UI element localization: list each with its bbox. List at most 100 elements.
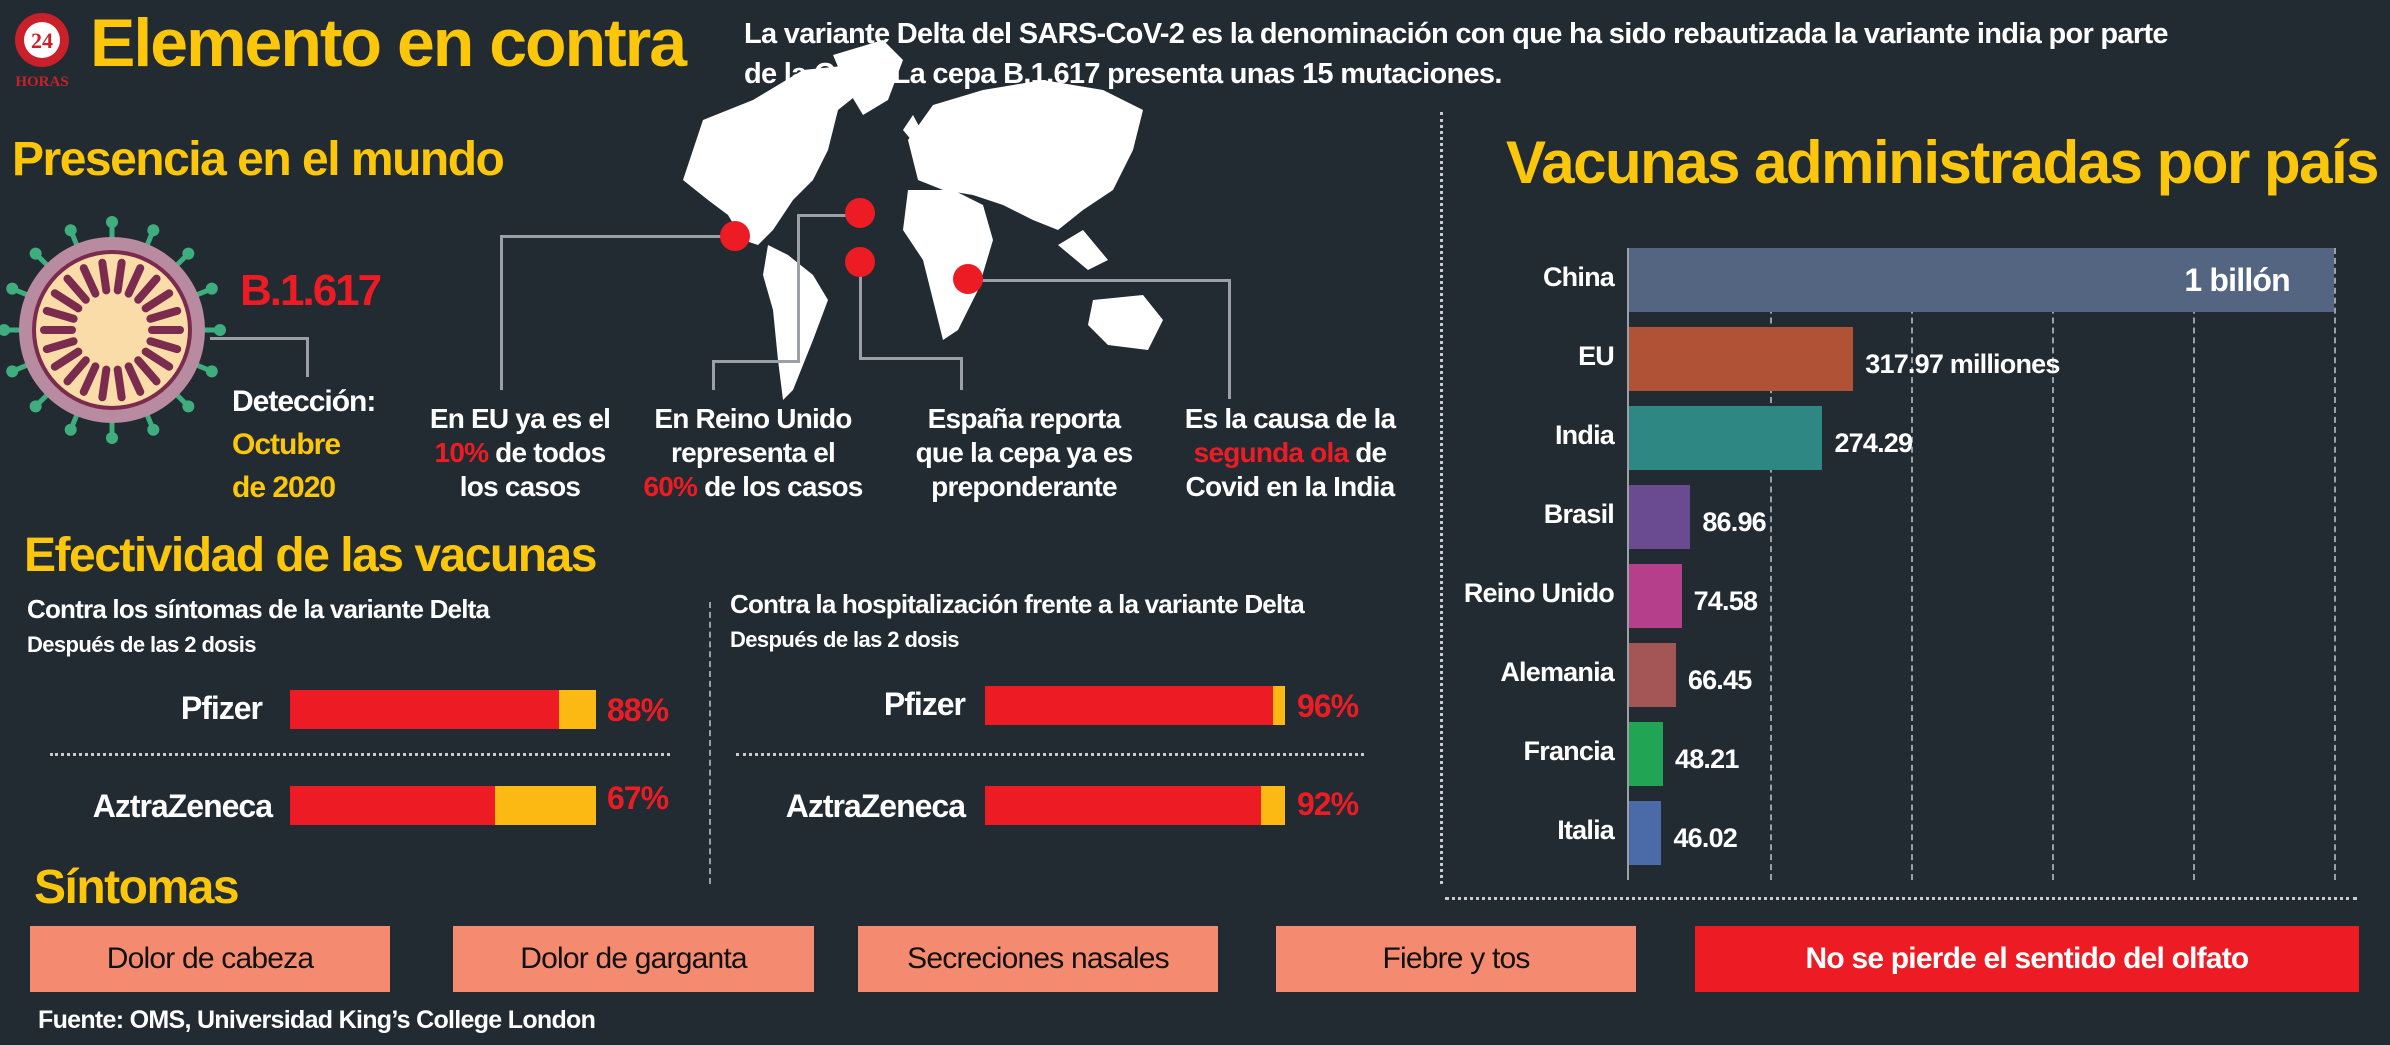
value-label: 66.45	[1687, 665, 1752, 695]
caption-text: de todos	[488, 437, 606, 468]
svg-text:24: 24	[31, 28, 53, 53]
gridline	[2052, 248, 2055, 880]
bar-china	[1629, 248, 2335, 312]
caption-text: Covid en la India	[1185, 471, 1396, 502]
world-map	[663, 30, 1204, 411]
location-dot-usa	[720, 221, 750, 251]
variant-name: B.1.617	[240, 266, 382, 315]
caption-text: Es la causa de la	[1184, 403, 1396, 434]
location-dot-uk	[845, 198, 875, 228]
connector-line	[712, 360, 715, 390]
connector-line	[306, 337, 309, 377]
bar-italia	[1629, 801, 1662, 865]
category-label: China	[1542, 262, 1615, 292]
presence-title: Presencia en el mundo	[12, 133, 505, 186]
virus-icon	[0, 216, 226, 444]
category-label: Alemania	[1500, 657, 1614, 687]
detection-date: de 2020	[232, 471, 336, 504]
caption-text: de	[1348, 437, 1387, 468]
effectiveness-value: 67%	[607, 780, 669, 816]
connector-line	[500, 235, 735, 238]
caption-text: que la cepa ya es	[915, 437, 1134, 468]
bar-brasil	[1629, 485, 1691, 549]
caption-usa: En EU ya es el 10% de todos los casos	[405, 402, 635, 504]
symptom-highlight-box: No se pierde el sentido del olfato	[1695, 926, 2359, 992]
horizontal-divider	[1445, 897, 2357, 900]
description: La variante Delta del SARS-CoV-2 es la d…	[744, 14, 2169, 94]
category-label: Francia	[1523, 736, 1615, 766]
connector-line	[500, 235, 503, 390]
gridline	[2334, 248, 2337, 880]
vaccine-name: AztraZeneca	[785, 788, 966, 824]
caption-text: España reporta	[927, 403, 1121, 434]
left-note: Después de las 2 dosis	[27, 632, 257, 657]
right-subtitle: Contra la hospitalización frente a la va…	[730, 589, 1305, 619]
effectiveness-value: 96%	[1297, 688, 1359, 724]
bar-alemania	[1629, 643, 1676, 707]
effectiveness-value: 92%	[1297, 786, 1359, 822]
detection-date: Octubre	[232, 428, 341, 461]
left-subtitle: Contra los síntomas de la variante Delta	[27, 594, 490, 624]
connector-line	[859, 357, 963, 360]
connector-line	[960, 357, 963, 390]
category-label: EU	[1578, 341, 1615, 371]
caption-india: Es la causa de la segunda ola de Covid e…	[1175, 402, 1405, 504]
detection: Detección: Octubre de 2020	[232, 380, 376, 509]
effectiveness-bar	[290, 690, 596, 729]
connector-line	[968, 279, 1230, 282]
gridline	[1770, 248, 1773, 880]
row-separator	[736, 753, 1364, 756]
caption-text: En Reino Unido	[654, 403, 852, 434]
symptom-box: Secreciones nasales	[858, 926, 1218, 992]
bar-india	[1629, 406, 1823, 470]
effectiveness-bar-fill	[985, 686, 1273, 725]
caption-text: En EU ya es el	[429, 403, 611, 434]
effectiveness-bar	[985, 786, 1285, 825]
connector-line	[712, 360, 800, 363]
gridline	[1911, 248, 1914, 880]
value-label: 74.58	[1693, 586, 1758, 616]
caption-text: segunda ola de	[1175, 436, 1405, 470]
vertical-divider	[1440, 112, 1443, 884]
symptoms-title: Síntomas	[34, 861, 240, 914]
caption-text: los casos	[459, 471, 581, 502]
symptom-box: Dolor de cabeza	[30, 926, 390, 992]
value-label: 1 billón	[2184, 262, 2290, 298]
category-label: Reino Unido	[1463, 578, 1615, 608]
vaccine-name: AztraZeneca	[92, 788, 273, 824]
svg-text:HORAS: HORAS	[15, 74, 68, 90]
location-dot-spain	[845, 247, 875, 277]
caption-highlight: segunda ola	[1193, 437, 1349, 468]
connector-line	[859, 262, 862, 359]
y-axis	[1627, 248, 1629, 880]
symptom-box: Dolor de garganta	[453, 926, 814, 992]
bar-francia	[1629, 722, 1663, 786]
caption-text: 10% de todos	[405, 436, 635, 470]
page-title: Elemento en contra	[90, 5, 687, 81]
category-label: Italia	[1557, 815, 1615, 845]
connector-line	[210, 337, 308, 340]
caption-text: 60% de los casos	[638, 470, 868, 504]
value-label: 274.29	[1834, 428, 1913, 458]
caption-text: preponderante	[931, 471, 1117, 502]
caption-text: de los casos	[697, 471, 863, 502]
effectiveness-bar	[985, 686, 1285, 725]
connector-line	[797, 214, 859, 217]
caption-uk: En Reino Unido representa el 60% de los …	[638, 402, 868, 504]
caption-highlight: 60%	[643, 471, 698, 502]
caption-highlight: 10%	[434, 437, 489, 468]
caption-spain: España reporta que la cepa ya es prepond…	[909, 402, 1139, 504]
value-label: 317.97 milliones	[1865, 349, 2060, 379]
right-note: Después de las 2 dosis	[730, 627, 960, 652]
connector-line	[797, 214, 800, 362]
symptom-box: Fiebre y tos	[1276, 926, 1636, 992]
chart-title: Vacunas administradas por país	[1506, 129, 2380, 196]
value-label: 46.02	[1673, 823, 1738, 853]
effectiveness-bar	[290, 786, 596, 825]
effectiveness-value: 88%	[607, 692, 669, 728]
effectiveness-title: Efectividad de las vacunas	[24, 529, 597, 582]
vaccine-name: Pfizer	[883, 686, 966, 722]
bar-reino-unido	[1629, 564, 1682, 628]
gridline	[2193, 248, 2196, 880]
value-label: 86.96	[1702, 507, 1766, 537]
